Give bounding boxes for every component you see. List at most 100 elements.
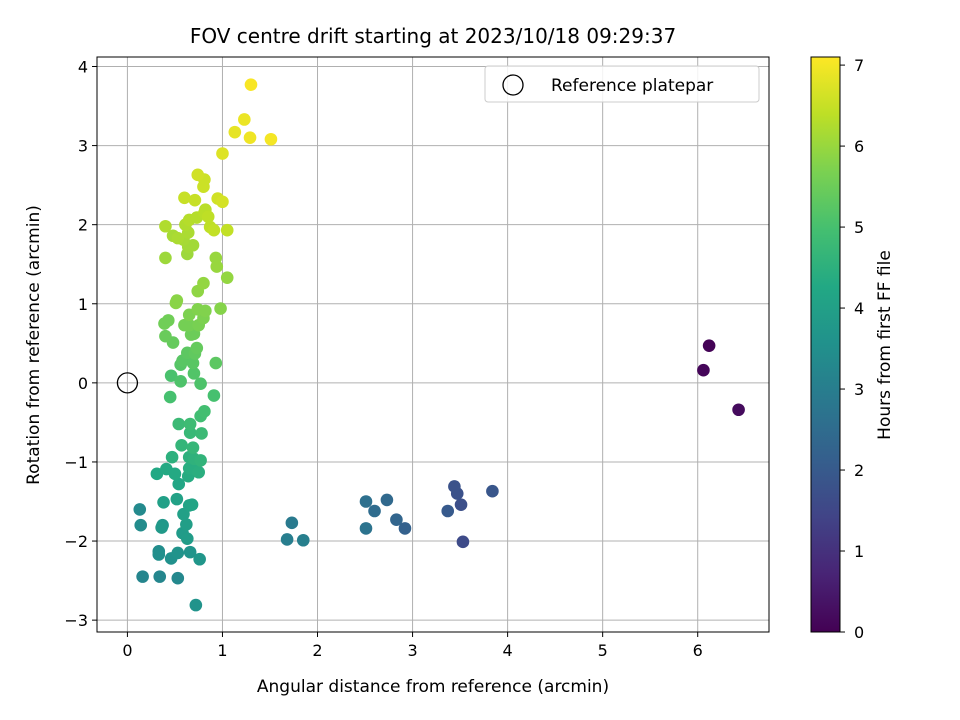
data-point	[152, 548, 166, 561]
data-point	[171, 571, 185, 585]
data-point	[133, 503, 147, 516]
reference-point-marker	[116, 372, 139, 394]
data-point	[168, 467, 182, 481]
data-point	[238, 113, 251, 126]
data-point	[448, 480, 461, 493]
legend: Reference platepar	[484, 65, 760, 103]
data-point	[172, 477, 186, 491]
data-point	[191, 168, 205, 182]
data-point	[172, 417, 186, 431]
data-point	[380, 493, 394, 507]
data-point	[190, 341, 204, 355]
colorbar-label: Hours from first FF file	[875, 250, 895, 440]
data-point	[175, 439, 188, 452]
data-point	[180, 518, 193, 531]
data-point	[155, 521, 168, 534]
data-point	[697, 363, 710, 377]
reference-marker	[116, 372, 139, 394]
data-point	[228, 125, 242, 139]
data-points	[133, 78, 745, 612]
data-point	[153, 570, 167, 583]
data-point	[280, 533, 294, 546]
data-point	[169, 296, 183, 310]
data-point	[209, 251, 223, 265]
colorbar	[810, 56, 841, 633]
x-tick-label: 6	[693, 641, 703, 660]
data-point	[216, 147, 229, 160]
data-point	[174, 374, 187, 388]
colorbar-tick-label: 2	[854, 461, 864, 480]
data-point	[178, 191, 191, 205]
data-point	[171, 546, 185, 560]
y-tick-label: 2	[78, 216, 88, 235]
x-tick-label: 0	[122, 641, 132, 660]
data-point	[189, 598, 203, 612]
data-point	[186, 238, 200, 252]
data-point	[243, 131, 257, 144]
data-point	[198, 405, 211, 418]
data-point	[197, 276, 210, 290]
y-tick-label: 4	[78, 57, 88, 76]
colorbar-tick-label: 4	[854, 299, 864, 318]
y-tick-label: 0	[78, 374, 88, 393]
plot-frame	[96, 56, 770, 633]
legend-entry: Reference platepar	[551, 76, 713, 96]
data-point	[183, 545, 197, 559]
data-point	[187, 367, 201, 380]
x-tick-label: 1	[217, 641, 227, 660]
data-point	[159, 219, 172, 233]
data-point	[165, 450, 179, 464]
colorbar-ticks: 0 1 2 3 4 5 6 7	[840, 56, 864, 642]
x-axis-label: Angular distance from reference (arcmin)	[257, 677, 609, 697]
data-point	[163, 390, 177, 404]
colorbar-tick-label: 7	[854, 56, 864, 75]
y-tick-label: 3	[78, 137, 88, 156]
y-axis-ticks: −3 −2 −1 0 1 2 3 4	[64, 57, 97, 630]
data-point	[398, 522, 412, 535]
data-point	[170, 492, 184, 506]
colorbar-tick-label: 5	[854, 218, 864, 237]
colorbar-tick-label: 6	[854, 137, 864, 156]
data-point	[186, 441, 200, 455]
data-point	[194, 454, 207, 467]
data-point	[244, 78, 258, 91]
data-point	[192, 465, 206, 479]
colorbar-tick-label: 3	[854, 380, 864, 399]
x-tick-label: 3	[407, 641, 417, 660]
data-point	[186, 356, 200, 370]
data-point	[194, 377, 207, 390]
x-axis-ticks: 0 1 2 3 4 5 6	[122, 632, 703, 660]
y-tick-label: 1	[78, 295, 88, 314]
data-point	[134, 518, 148, 532]
data-point	[159, 251, 172, 265]
x-tick-label: 4	[503, 641, 513, 660]
data-point	[486, 484, 499, 498]
y-axis-label: Rotation from reference (arcmin)	[24, 205, 44, 485]
data-point	[390, 513, 403, 526]
data-point	[199, 304, 212, 318]
data-point	[220, 271, 234, 284]
data-point	[150, 467, 164, 481]
data-point	[180, 532, 194, 545]
chart-title: FOV centre drift starting at 2023/10/18 …	[190, 24, 676, 48]
data-point	[183, 426, 197, 439]
data-point	[368, 504, 381, 518]
data-point	[185, 498, 199, 511]
data-point	[207, 389, 221, 402]
data-point	[157, 495, 170, 509]
grid-lines	[97, 57, 769, 632]
data-point	[159, 329, 172, 343]
data-point	[732, 403, 745, 417]
colorbar-tick-label: 1	[854, 542, 864, 561]
data-point	[164, 369, 178, 383]
data-point	[285, 516, 299, 530]
data-point	[182, 318, 196, 332]
colorbar-tick-label: 0	[854, 623, 864, 642]
data-point	[441, 504, 455, 518]
data-point	[359, 522, 373, 535]
data-point	[454, 498, 468, 511]
data-point	[209, 356, 223, 370]
data-point	[214, 302, 227, 315]
